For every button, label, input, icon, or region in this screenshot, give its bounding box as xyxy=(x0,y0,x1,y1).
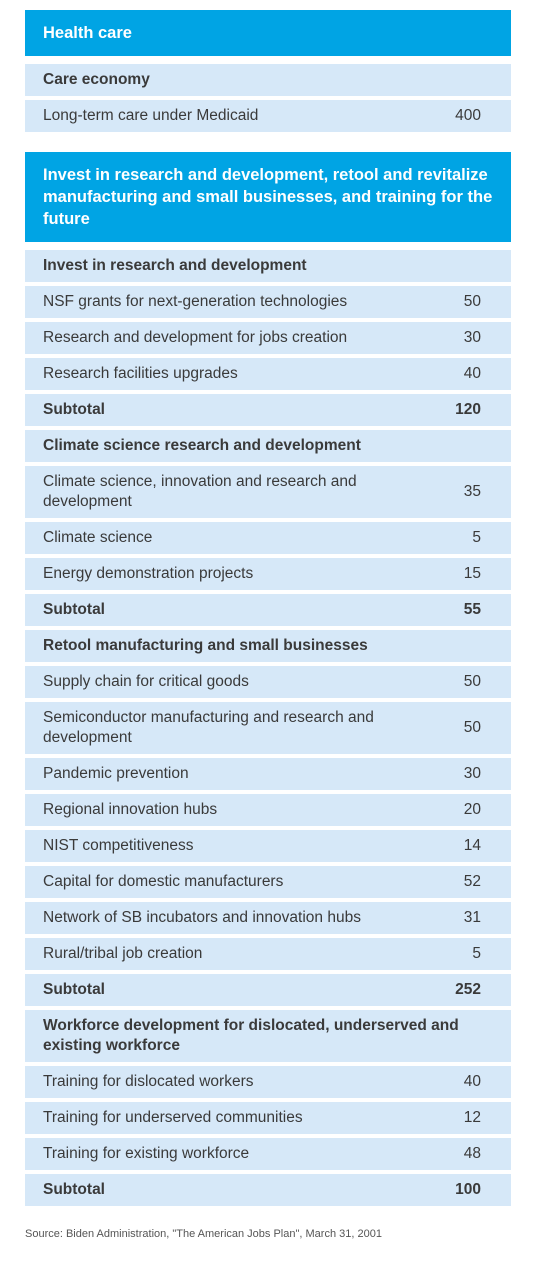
row-value: 20 xyxy=(463,801,481,818)
subtotal-label: Subtotal xyxy=(43,401,105,418)
row-value: 400 xyxy=(455,107,481,124)
row-label: Capital for domestic manufacturers xyxy=(43,873,284,890)
table-row: Network of SB incubators and innovation … xyxy=(25,902,511,934)
row-value: 31 xyxy=(463,909,481,926)
table-row: Semiconductor manufacturing and research… xyxy=(25,702,511,754)
care-economy-section: Care economy xyxy=(25,64,511,96)
group-header: Climate science research and development xyxy=(25,430,511,462)
row-value: 12 xyxy=(463,1109,481,1126)
row-value: 14 xyxy=(463,837,481,854)
health-care-title: Health care xyxy=(43,24,132,42)
row-label: Long-term care under Medicaid xyxy=(43,107,259,124)
table-row: Capital for domestic manufacturers 52 xyxy=(25,866,511,898)
row-label: Research facilities upgrades xyxy=(43,365,238,382)
source-note: Source: Biden Administration, "The Ameri… xyxy=(25,1228,382,1240)
table-row: NSF grants for next-generation technolog… xyxy=(25,286,511,318)
row-value: 50 xyxy=(463,719,481,736)
row-label: Pandemic prevention xyxy=(43,765,189,782)
row-label: Energy demonstration projects xyxy=(43,565,254,582)
table-row: Training for existing workforce 48 xyxy=(25,1138,511,1170)
subtotal-row: Subtotal 252 xyxy=(25,974,511,1006)
subtotal-label: Subtotal xyxy=(43,981,105,998)
table-row: Research and development for jobs creati… xyxy=(25,322,511,354)
subtotal-row: Subtotal 100 xyxy=(25,1174,511,1206)
research-title: Invest in research and development, reto… xyxy=(43,166,493,228)
row-label: Climate science xyxy=(43,529,153,546)
row-label: Research and development for jobs creati… xyxy=(43,329,348,346)
group-name: Workforce development for dislocated, un… xyxy=(43,1017,459,1054)
table-row: Pandemic prevention 30 xyxy=(25,758,511,790)
row-label: Training for dislocated workers xyxy=(43,1073,254,1090)
row-label: Network of SB incubators and innovation … xyxy=(43,909,361,926)
subtotal-row: Subtotal 120 xyxy=(25,394,511,426)
row-value: 5 xyxy=(472,529,481,546)
table-row: Climate science 5 xyxy=(25,522,511,554)
row-value: 52 xyxy=(463,873,481,890)
row-value: 50 xyxy=(463,293,481,310)
subtotal-value: 100 xyxy=(455,1181,481,1198)
table-row: Energy demonstration projects 15 xyxy=(25,558,511,590)
row-label: Semiconductor manufacturing and research… xyxy=(43,709,374,746)
row-value: 30 xyxy=(463,765,481,782)
group-header: Invest in research and development xyxy=(25,250,511,282)
group-header: Retool manufacturing and small businesse… xyxy=(25,630,511,662)
table-row: Research facilities upgrades 40 xyxy=(25,358,511,390)
row-value: 35 xyxy=(463,483,481,500)
table-row: Training for dislocated workers 40 xyxy=(25,1066,511,1098)
row-label: NSF grants for next-generation technolog… xyxy=(43,293,348,310)
subtotal-label: Subtotal xyxy=(43,601,105,618)
table-row: Training for underserved communities 12 xyxy=(25,1102,511,1134)
row-value: 30 xyxy=(463,329,481,346)
table-row: Regional innovation hubs 20 xyxy=(25,794,511,826)
subtotal-value: 120 xyxy=(455,401,481,418)
section-label: Care economy xyxy=(43,71,150,88)
budget-table: Health care Care economy Long-term care … xyxy=(25,10,511,1210)
table-row: Long-term care under Medicaid 400 xyxy=(25,100,511,132)
health-care-header: Health care xyxy=(25,10,511,56)
row-value: 40 xyxy=(463,1073,481,1090)
subtotal-row: Subtotal 55 xyxy=(25,594,511,626)
group-name: Invest in research and development xyxy=(43,257,307,274)
row-value: 40 xyxy=(463,365,481,382)
group-header: Workforce development for dislocated, un… xyxy=(25,1010,511,1062)
row-value: 48 xyxy=(463,1145,481,1162)
row-label: Training for existing workforce xyxy=(43,1145,250,1162)
row-value: 15 xyxy=(463,565,481,582)
row-value: 5 xyxy=(472,945,481,962)
table-row: Rural/tribal job creation 5 xyxy=(25,938,511,970)
row-label: NIST competitiveness xyxy=(43,837,194,854)
table-row: NIST competitiveness 14 xyxy=(25,830,511,862)
row-value: 50 xyxy=(463,673,481,690)
row-label: Training for underserved communities xyxy=(43,1109,303,1126)
row-label: Climate science, innovation and research… xyxy=(43,473,357,510)
subtotal-value: 55 xyxy=(463,601,481,618)
table-row: Supply chain for critical goods 50 xyxy=(25,666,511,698)
row-label: Supply chain for critical goods xyxy=(43,673,249,690)
group-name: Retool manufacturing and small businesse… xyxy=(43,637,368,654)
research-header: Invest in research and development, reto… xyxy=(25,152,511,242)
table-row: Climate science, innovation and research… xyxy=(25,466,511,518)
row-label: Rural/tribal job creation xyxy=(43,945,203,962)
row-label: Regional innovation hubs xyxy=(43,801,218,818)
group-name: Climate science research and development xyxy=(43,437,361,454)
subtotal-label: Subtotal xyxy=(43,1181,105,1198)
subtotal-value: 252 xyxy=(455,981,481,998)
